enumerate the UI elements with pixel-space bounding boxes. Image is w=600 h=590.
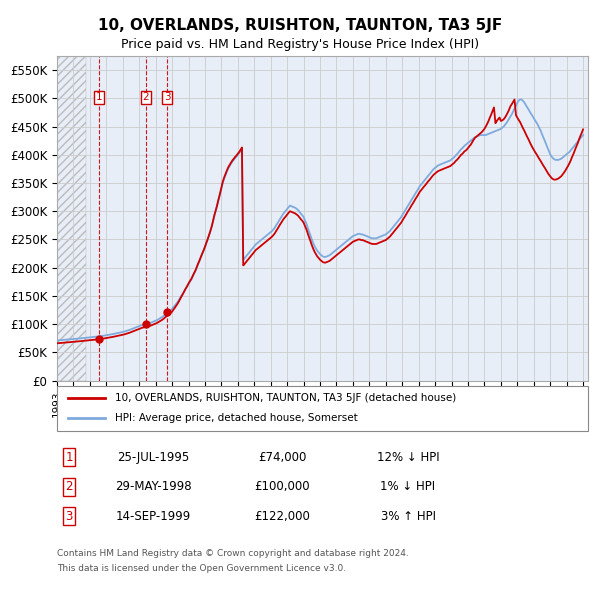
Text: £74,000: £74,000 [258,451,306,464]
Text: 1: 1 [96,92,103,102]
Text: Price paid vs. HM Land Registry's House Price Index (HPI): Price paid vs. HM Land Registry's House … [121,38,479,51]
Text: 1% ↓ HPI: 1% ↓ HPI [380,480,436,493]
Text: 2: 2 [65,480,73,493]
Text: This data is licensed under the Open Government Licence v3.0.: This data is licensed under the Open Gov… [57,565,346,573]
Text: £100,000: £100,000 [254,480,310,493]
Text: HPI: Average price, detached house, Somerset: HPI: Average price, detached house, Some… [115,414,358,423]
Text: 1: 1 [65,451,73,464]
FancyBboxPatch shape [57,386,588,431]
Point [141,319,151,329]
Text: 25-JUL-1995: 25-JUL-1995 [117,451,189,464]
Text: 3% ↑ HPI: 3% ↑ HPI [380,510,436,523]
Text: 3: 3 [65,510,73,523]
Point [163,307,172,316]
Text: 3: 3 [164,92,170,102]
Text: 2: 2 [143,92,149,102]
Text: 12% ↓ HPI: 12% ↓ HPI [377,451,439,464]
Text: 10, OVERLANDS, RUISHTON, TAUNTON, TA3 5JF (detached house): 10, OVERLANDS, RUISHTON, TAUNTON, TA3 5J… [115,392,457,402]
Text: 14-SEP-1999: 14-SEP-1999 [115,510,191,523]
Text: 29-MAY-1998: 29-MAY-1998 [115,480,191,493]
Point [94,334,104,343]
Text: 10, OVERLANDS, RUISHTON, TAUNTON, TA3 5JF: 10, OVERLANDS, RUISHTON, TAUNTON, TA3 5J… [98,18,502,32]
Text: Contains HM Land Registry data © Crown copyright and database right 2024.: Contains HM Land Registry data © Crown c… [57,549,409,558]
Text: £122,000: £122,000 [254,510,310,523]
